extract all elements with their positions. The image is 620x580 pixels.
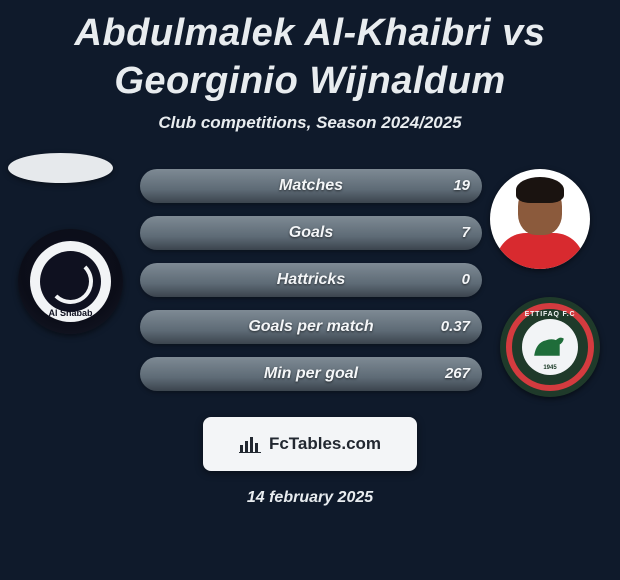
stat-bars: Matches19 Goals7 Hattricks0 Goals per match… xyxy=(140,169,482,404)
stat-value-right: 0 xyxy=(462,263,470,297)
stat-row: Min per goal267 xyxy=(140,357,482,391)
club-right-badge: ETTIFAQ F.C 1945 xyxy=(500,297,600,397)
brand-text: FcTables.com xyxy=(269,434,381,454)
stat-row: Hattricks0 xyxy=(140,263,482,297)
club-right-year: 1945 xyxy=(500,365,600,371)
club-left-badge: Al Shabab xyxy=(18,229,123,334)
stat-label: Matches xyxy=(140,169,482,203)
brand-plate: FcTables.com xyxy=(203,417,417,471)
stat-value-right: 0.37 xyxy=(441,310,470,344)
horse-icon xyxy=(532,333,568,359)
stat-row: Goals per match0.37 xyxy=(140,310,482,344)
page-title: Abdulmalek Al-Khaibri vs Georginio Wijna… xyxy=(0,0,620,113)
club-left-badge-swirl-icon xyxy=(40,251,101,312)
player-left-avatar xyxy=(8,153,113,183)
bar-chart-icon xyxy=(239,435,261,453)
stats-area: Al Shabab ETTIFAQ F.C 1945 Matches19 Goal… xyxy=(0,169,620,409)
comparison-card: Abdulmalek Al-Khaibri vs Georginio Wijna… xyxy=(0,0,620,580)
stat-value-right: 7 xyxy=(462,216,470,250)
club-left-name: Al Shabab xyxy=(18,308,123,318)
player-right-hair xyxy=(516,177,564,203)
stat-label: Goals xyxy=(140,216,482,250)
subtitle: Club competitions, Season 2024/2025 xyxy=(0,113,620,133)
stat-label: Goals per match xyxy=(140,310,482,344)
date-line: 14 february 2025 xyxy=(0,489,620,507)
stat-label: Hattricks xyxy=(140,263,482,297)
player-right-avatar xyxy=(490,169,590,269)
stat-row: Goals7 xyxy=(140,216,482,250)
club-right-name: ETTIFAQ F.C xyxy=(500,311,600,318)
player-right-shirt xyxy=(496,233,584,269)
stat-label: Min per goal xyxy=(140,357,482,391)
stat-value-right: 19 xyxy=(453,169,470,203)
stat-row: Matches19 xyxy=(140,169,482,203)
stat-value-right: 267 xyxy=(445,357,470,391)
